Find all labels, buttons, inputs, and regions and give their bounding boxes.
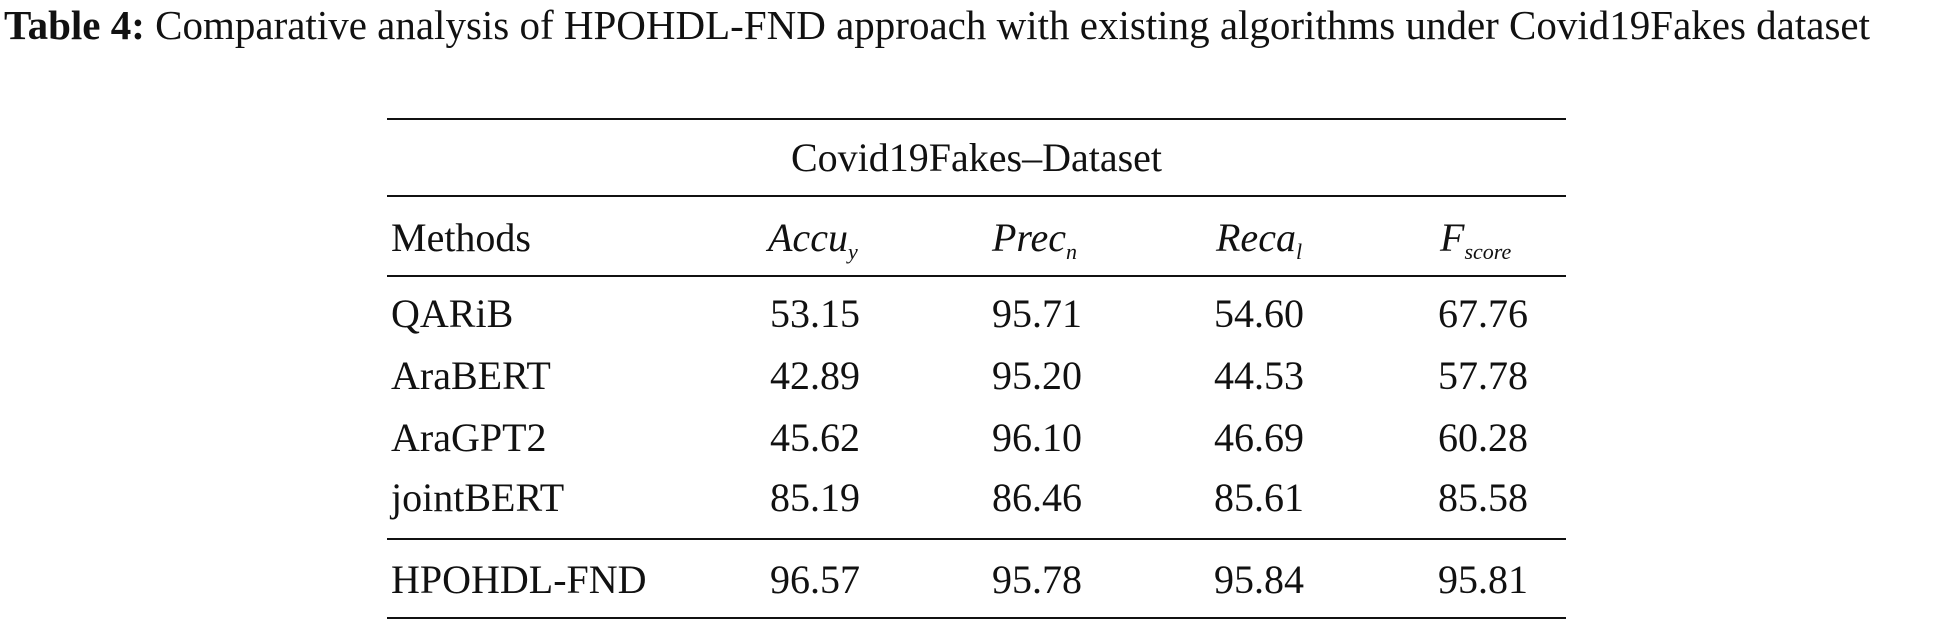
row-recall: 85.61 xyxy=(1214,475,1304,520)
row-precision: 95.71 xyxy=(992,291,1082,336)
row-accuracy: 42.89 xyxy=(770,353,860,398)
row-recall: 54.60 xyxy=(1214,291,1304,336)
row-precision: 96.10 xyxy=(992,415,1082,460)
row-method: HPOHDL-FND xyxy=(391,557,647,602)
row-method: AraGPT2 xyxy=(391,415,547,460)
caption-label: Table 4: xyxy=(4,2,145,48)
row-recall: 95.84 xyxy=(1214,557,1304,602)
header-accuracy: Accuy xyxy=(768,210,858,280)
row-precision: 86.46 xyxy=(992,475,1082,520)
row-method: QARiB xyxy=(391,291,514,336)
row-fscore: 57.78 xyxy=(1438,353,1528,398)
header-accuracy-main: Accu xyxy=(768,215,848,260)
table-bottom-rule xyxy=(387,617,1566,619)
header-methods: Methods xyxy=(391,215,531,260)
header-fscore-main: F xyxy=(1440,215,1465,260)
dataset-title-rule xyxy=(387,195,1566,197)
header-recall-main: Reca xyxy=(1216,215,1296,260)
row-accuracy: 85.19 xyxy=(770,475,860,520)
row-fscore: 60.28 xyxy=(1438,415,1528,460)
dataset-title: Covid19Fakes–Dataset xyxy=(790,135,1163,180)
row-fscore: 95.81 xyxy=(1438,557,1528,602)
caption-text: Comparative analysis of HPOHDL-FND appro… xyxy=(155,2,1871,48)
table-caption: Table 4: Comparative analysis of HPOHDL-… xyxy=(4,0,1950,50)
header-precision-sub: n xyxy=(1066,239,1078,264)
row-method: AraBERT xyxy=(391,353,551,398)
row-fscore: 67.76 xyxy=(1438,291,1528,336)
row-precision: 95.20 xyxy=(992,353,1082,398)
row-accuracy: 45.62 xyxy=(770,415,860,460)
header-accuracy-sub: y xyxy=(847,239,858,264)
row-accuracy: 53.15 xyxy=(770,291,860,336)
row-fscore: 85.58 xyxy=(1438,475,1528,520)
row-method: jointBERT xyxy=(391,475,565,520)
header-fscore: Fscore xyxy=(1440,210,1511,280)
row-accuracy: 96.57 xyxy=(770,557,860,602)
table-top-rule xyxy=(387,118,1566,120)
header-fscore-sub: score xyxy=(1464,239,1512,264)
row-recall: 44.53 xyxy=(1214,353,1304,398)
header-precision: Precn xyxy=(992,210,1077,280)
header-recall: Recal xyxy=(1216,210,1302,280)
row-recall: 46.69 xyxy=(1214,415,1304,460)
row-precision: 95.78 xyxy=(992,557,1082,602)
header-precision-main: Prec xyxy=(992,215,1067,260)
header-recall-sub: l xyxy=(1295,239,1303,264)
header-rule xyxy=(387,275,1566,277)
final-row-rule xyxy=(387,538,1566,540)
